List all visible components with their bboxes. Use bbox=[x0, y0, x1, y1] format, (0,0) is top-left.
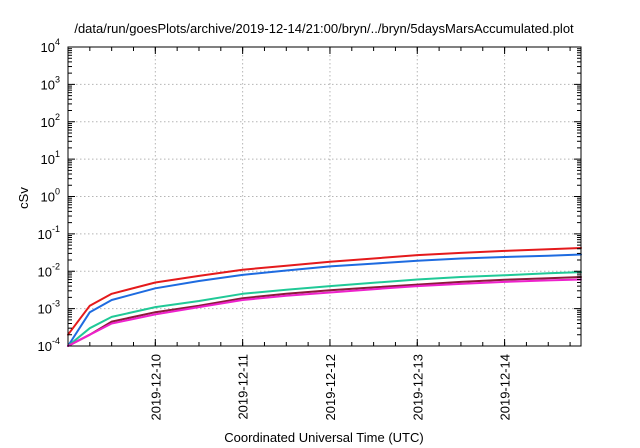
chart-title: /data/run/goesPlots/archive/2019-12-14/2… bbox=[74, 21, 574, 36]
y-tick-base: 10 bbox=[38, 339, 52, 354]
x-tick-label: 2019-12-14 bbox=[498, 354, 513, 421]
series-line-1 bbox=[67, 247, 582, 336]
y-tick-exponent: -4 bbox=[52, 336, 60, 346]
y-tick-label: 10-3 bbox=[38, 299, 60, 317]
y-tick-label: 10-1 bbox=[38, 224, 60, 242]
y-tick-base: 10 bbox=[41, 152, 55, 167]
y-tick-base: 10 bbox=[38, 227, 52, 242]
y-tick-label: 101 bbox=[41, 149, 60, 167]
ticks: 10-410-310-210-11001011021031042019-12-1… bbox=[38, 37, 581, 421]
y-tick-label: 104 bbox=[41, 37, 60, 55]
y-tick-base: 10 bbox=[38, 264, 52, 279]
y-tick-label: 10-4 bbox=[38, 336, 60, 354]
y-tick-exponent: -2 bbox=[52, 261, 60, 271]
x-axis-label: Coordinated Universal Time (UTC) bbox=[224, 430, 423, 445]
y-tick-label: 102 bbox=[41, 112, 60, 130]
x-tick-label: 2019-12-13 bbox=[410, 354, 425, 421]
x-tick-label: 2019-12-11 bbox=[236, 354, 251, 420]
y-tick-exponent: 2 bbox=[55, 112, 60, 122]
y-tick-base: 10 bbox=[41, 115, 55, 130]
series-line-3 bbox=[67, 271, 582, 347]
y-tick-exponent: 3 bbox=[55, 74, 60, 84]
y-tick-base: 10 bbox=[38, 302, 52, 317]
y-tick-exponent: 4 bbox=[55, 37, 60, 47]
y-tick-exponent: -1 bbox=[52, 224, 60, 234]
y-axis-label: cSv bbox=[16, 187, 31, 209]
x-tick-label: 2019-12-12 bbox=[323, 354, 338, 421]
y-tick-exponent: -3 bbox=[52, 299, 60, 309]
y-tick-exponent: 0 bbox=[55, 187, 60, 197]
y-tick-exponent: 1 bbox=[55, 149, 60, 159]
series-line-5 bbox=[67, 278, 582, 347]
series-line-4 bbox=[67, 276, 582, 347]
y-tick-base: 10 bbox=[41, 190, 55, 205]
y-tick-base: 10 bbox=[41, 40, 55, 55]
y-tick-label: 100 bbox=[41, 187, 60, 205]
y-tick-label: 103 bbox=[41, 74, 60, 92]
grid bbox=[68, 47, 581, 346]
x-tick-label: 2019-12-10 bbox=[148, 354, 163, 421]
y-tick-label: 10-2 bbox=[38, 261, 60, 279]
series-group bbox=[67, 247, 582, 347]
series-line-2 bbox=[67, 253, 582, 347]
plot-area-border bbox=[67, 46, 582, 347]
y-tick-base: 10 bbox=[41, 77, 55, 92]
